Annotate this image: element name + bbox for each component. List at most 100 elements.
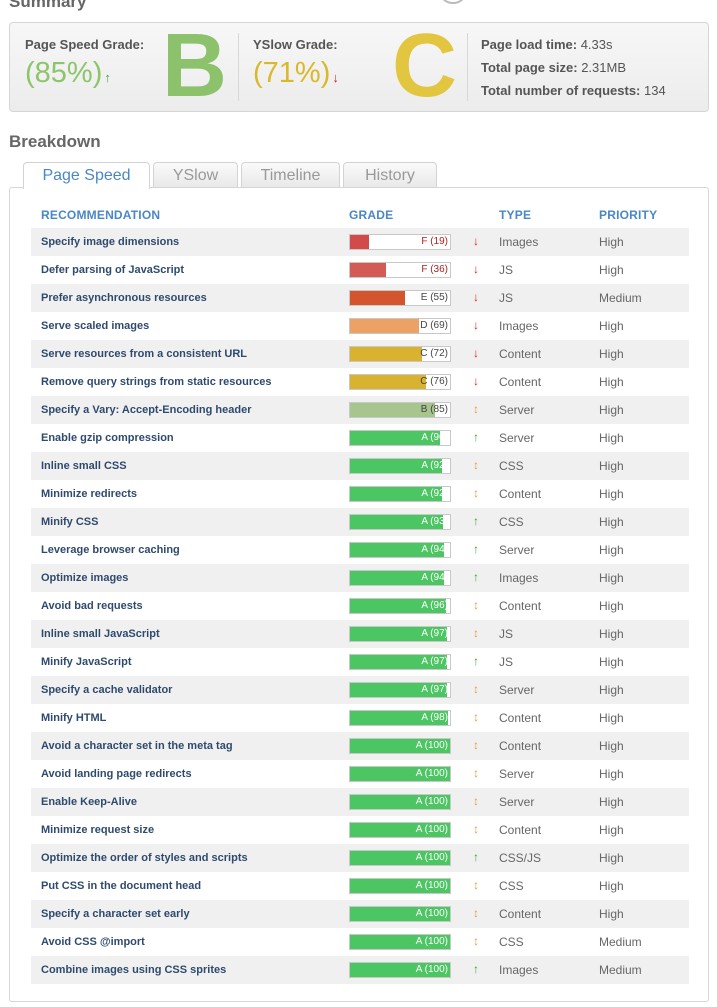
- type-value: Content: [499, 487, 542, 501]
- grade-bar-fill: [350, 963, 450, 977]
- grade-bar-fill: [350, 823, 450, 837]
- column-header-grade[interactable]: GRADE: [349, 208, 394, 222]
- recommendation-name[interactable]: Avoid CSS @import: [41, 936, 145, 948]
- arrow-updown-icon: ↕: [473, 738, 479, 752]
- recommendation-name[interactable]: Inline small CSS: [41, 460, 127, 472]
- recommendation-name[interactable]: Serve resources from a consistent URL: [41, 348, 248, 360]
- tab-yslow[interactable]: YSlow: [153, 162, 238, 188]
- table-row[interactable]: Specify a character set early A (100) ↕ Con…: [31, 900, 689, 928]
- recommendation-name[interactable]: Avoid a character set in the meta tag: [41, 740, 233, 752]
- table-row[interactable]: Defer parsing of JavaScript F (36) ↓ JS High: [31, 256, 689, 284]
- table-row[interactable]: Optimize images A (94) ↑ Images High: [31, 564, 689, 592]
- table-row[interactable]: Specify image dimensions F (19) ↓ Images Hig…: [31, 228, 689, 256]
- table-row[interactable]: Avoid CSS @import A (100) ↕ CSS Medium: [31, 928, 689, 956]
- table-row[interactable]: Serve scaled images D (69) ↓ Images High: [31, 312, 689, 340]
- table-row[interactable]: Optimize the order of styles and scripts…: [31, 844, 689, 872]
- priority-value: High: [599, 571, 624, 585]
- table-row[interactable]: Inline small JavaScript A (97) ↕ JS High: [31, 620, 689, 648]
- table-row[interactable]: Leverage browser caching A (94) ↑ Server Hig…: [31, 536, 689, 564]
- table-row[interactable]: Specify a cache validator A (97) ↕ Server Hi…: [31, 676, 689, 704]
- recommendation-name[interactable]: Minimize redirects: [41, 488, 137, 500]
- table-row[interactable]: Minimize redirects A (92) ↕ Content High: [31, 480, 689, 508]
- table-row[interactable]: Minify HTML A (98) ↕ Content High: [31, 704, 689, 732]
- priority-value: High: [599, 851, 624, 865]
- table-row[interactable]: Avoid a character set in the meta tag A (…: [31, 732, 689, 760]
- grade-value: C (72): [420, 348, 448, 359]
- grade-value: A (100): [415, 768, 448, 779]
- grade-value: A (94): [421, 544, 448, 555]
- recommendation-name[interactable]: Serve scaled images: [41, 320, 150, 332]
- recommendation-name[interactable]: Combine images using CSS sprites: [41, 964, 227, 976]
- table-row[interactable]: Enable gzip compression A (90) ↑ Server High: [31, 424, 689, 452]
- grade-bar: A (100): [349, 738, 451, 754]
- grade-bar: A (100): [349, 906, 451, 922]
- recommendation-name[interactable]: Minify HTML: [41, 712, 107, 724]
- table-row[interactable]: Serve resources from a consistent URL C (…: [31, 340, 689, 368]
- recommendation-name[interactable]: Optimize the order of styles and scripts: [41, 852, 248, 864]
- grade-value: A (92): [421, 488, 448, 499]
- recommendation-name[interactable]: Defer parsing of JavaScript: [41, 264, 185, 276]
- type-value: Server: [499, 431, 535, 445]
- table-row[interactable]: Avoid bad requests A (96) ↕ Content High: [31, 592, 689, 620]
- grade-bar-fill: [350, 907, 450, 921]
- grade-value: A (100): [415, 964, 448, 975]
- table-row[interactable]: Specify a Vary: Accept-Encoding header B …: [31, 396, 689, 424]
- table-row[interactable]: Enable Keep-Alive A (100) ↕ Server High: [31, 788, 689, 816]
- table-row[interactable]: Combine images using CSS sprites A (100) ↑…: [31, 956, 689, 984]
- pagespeed-grade-letter: B: [162, 16, 227, 116]
- recommendation-name[interactable]: Minimize request size: [41, 824, 155, 836]
- tab-page-speed[interactable]: Page Speed: [23, 162, 150, 189]
- arrow-down-icon: ↓: [473, 374, 479, 388]
- table-row[interactable]: Avoid landing page redirects A (100) ↕ Serv…: [31, 760, 689, 788]
- grade-bar-fill: [350, 515, 443, 529]
- recommendation-name[interactable]: Avoid landing page redirects: [41, 768, 192, 780]
- grade-bar-fill: [350, 403, 435, 417]
- recommendation-name[interactable]: Prefer asynchronous resources: [41, 292, 207, 304]
- tab-timeline[interactable]: Timeline: [241, 162, 340, 188]
- column-header-priority[interactable]: PRIORITY: [599, 208, 658, 222]
- grade-bar: A (92): [349, 486, 451, 502]
- recommendation-name[interactable]: Specify a cache validator: [41, 684, 173, 696]
- table-row[interactable]: Minify CSS A (93) ↑ CSS High: [31, 508, 689, 536]
- type-value: Images: [499, 571, 539, 585]
- priority-value: High: [599, 403, 624, 417]
- table-row[interactable]: Prefer asynchronous resources E (55) ↓ JS Me…: [31, 284, 689, 312]
- grade-value: A (94): [421, 572, 448, 583]
- priority-value: High: [599, 515, 624, 529]
- recommendation-name[interactable]: Avoid bad requests: [41, 600, 143, 612]
- table-row[interactable]: Minify JavaScript A (97) ↑ JS High: [31, 648, 689, 676]
- grade-value: F (19): [421, 236, 448, 247]
- recommendation-name[interactable]: Put CSS in the document head: [41, 880, 202, 892]
- breakdown-panel: RECOMMENDATION GRADE TYPE PRIORITY Speci…: [9, 187, 709, 1002]
- recommendation-name[interactable]: Enable Keep-Alive: [41, 796, 137, 808]
- stat-value: 4.33s: [580, 37, 613, 52]
- recommendation-name[interactable]: Remove query strings from static resourc…: [41, 376, 272, 388]
- recommendation-name[interactable]: Enable gzip compression: [41, 432, 174, 444]
- recommendation-name[interactable]: Optimize images: [41, 572, 129, 584]
- priority-value: High: [599, 795, 624, 809]
- table-row[interactable]: Inline small CSS A (92) ↕ CSS High: [31, 452, 689, 480]
- arrow-updown-icon: ↕: [473, 794, 479, 808]
- arrow-up-icon: ↑: [473, 542, 479, 556]
- grade-bar-fill: [350, 767, 450, 781]
- priority-value: High: [599, 263, 624, 277]
- tab-history[interactable]: History: [343, 162, 437, 188]
- recommendation-name[interactable]: Specify a character set early: [41, 908, 190, 920]
- recommendation-name[interactable]: Minify JavaScript: [41, 656, 132, 668]
- column-header-recommendation[interactable]: RECOMMENDATION: [41, 208, 161, 222]
- table-row[interactable]: Remove query strings from static resourc…: [31, 368, 689, 396]
- arrow-updown-icon: ↕: [473, 878, 479, 892]
- column-header-type[interactable]: TYPE: [499, 208, 532, 222]
- recommendation-name[interactable]: Specify image dimensions: [41, 236, 180, 248]
- grade-bar: A (100): [349, 794, 451, 810]
- recommendation-name[interactable]: Leverage browser caching: [41, 544, 180, 556]
- table-row[interactable]: Put CSS in the document head A (100) ↕ CSS H…: [31, 872, 689, 900]
- table-row[interactable]: Minimize request size A (100) ↕ Content High: [31, 816, 689, 844]
- type-value: CSS/JS: [499, 851, 542, 865]
- arrow-updown-icon: ↕: [473, 682, 479, 696]
- type-value: Server: [499, 795, 535, 809]
- recommendation-name[interactable]: Specify a Vary: Accept-Encoding header: [41, 404, 252, 416]
- recommendation-name[interactable]: Inline small JavaScript: [41, 628, 160, 640]
- type-value: JS: [499, 627, 514, 641]
- recommendation-name[interactable]: Minify CSS: [41, 516, 99, 528]
